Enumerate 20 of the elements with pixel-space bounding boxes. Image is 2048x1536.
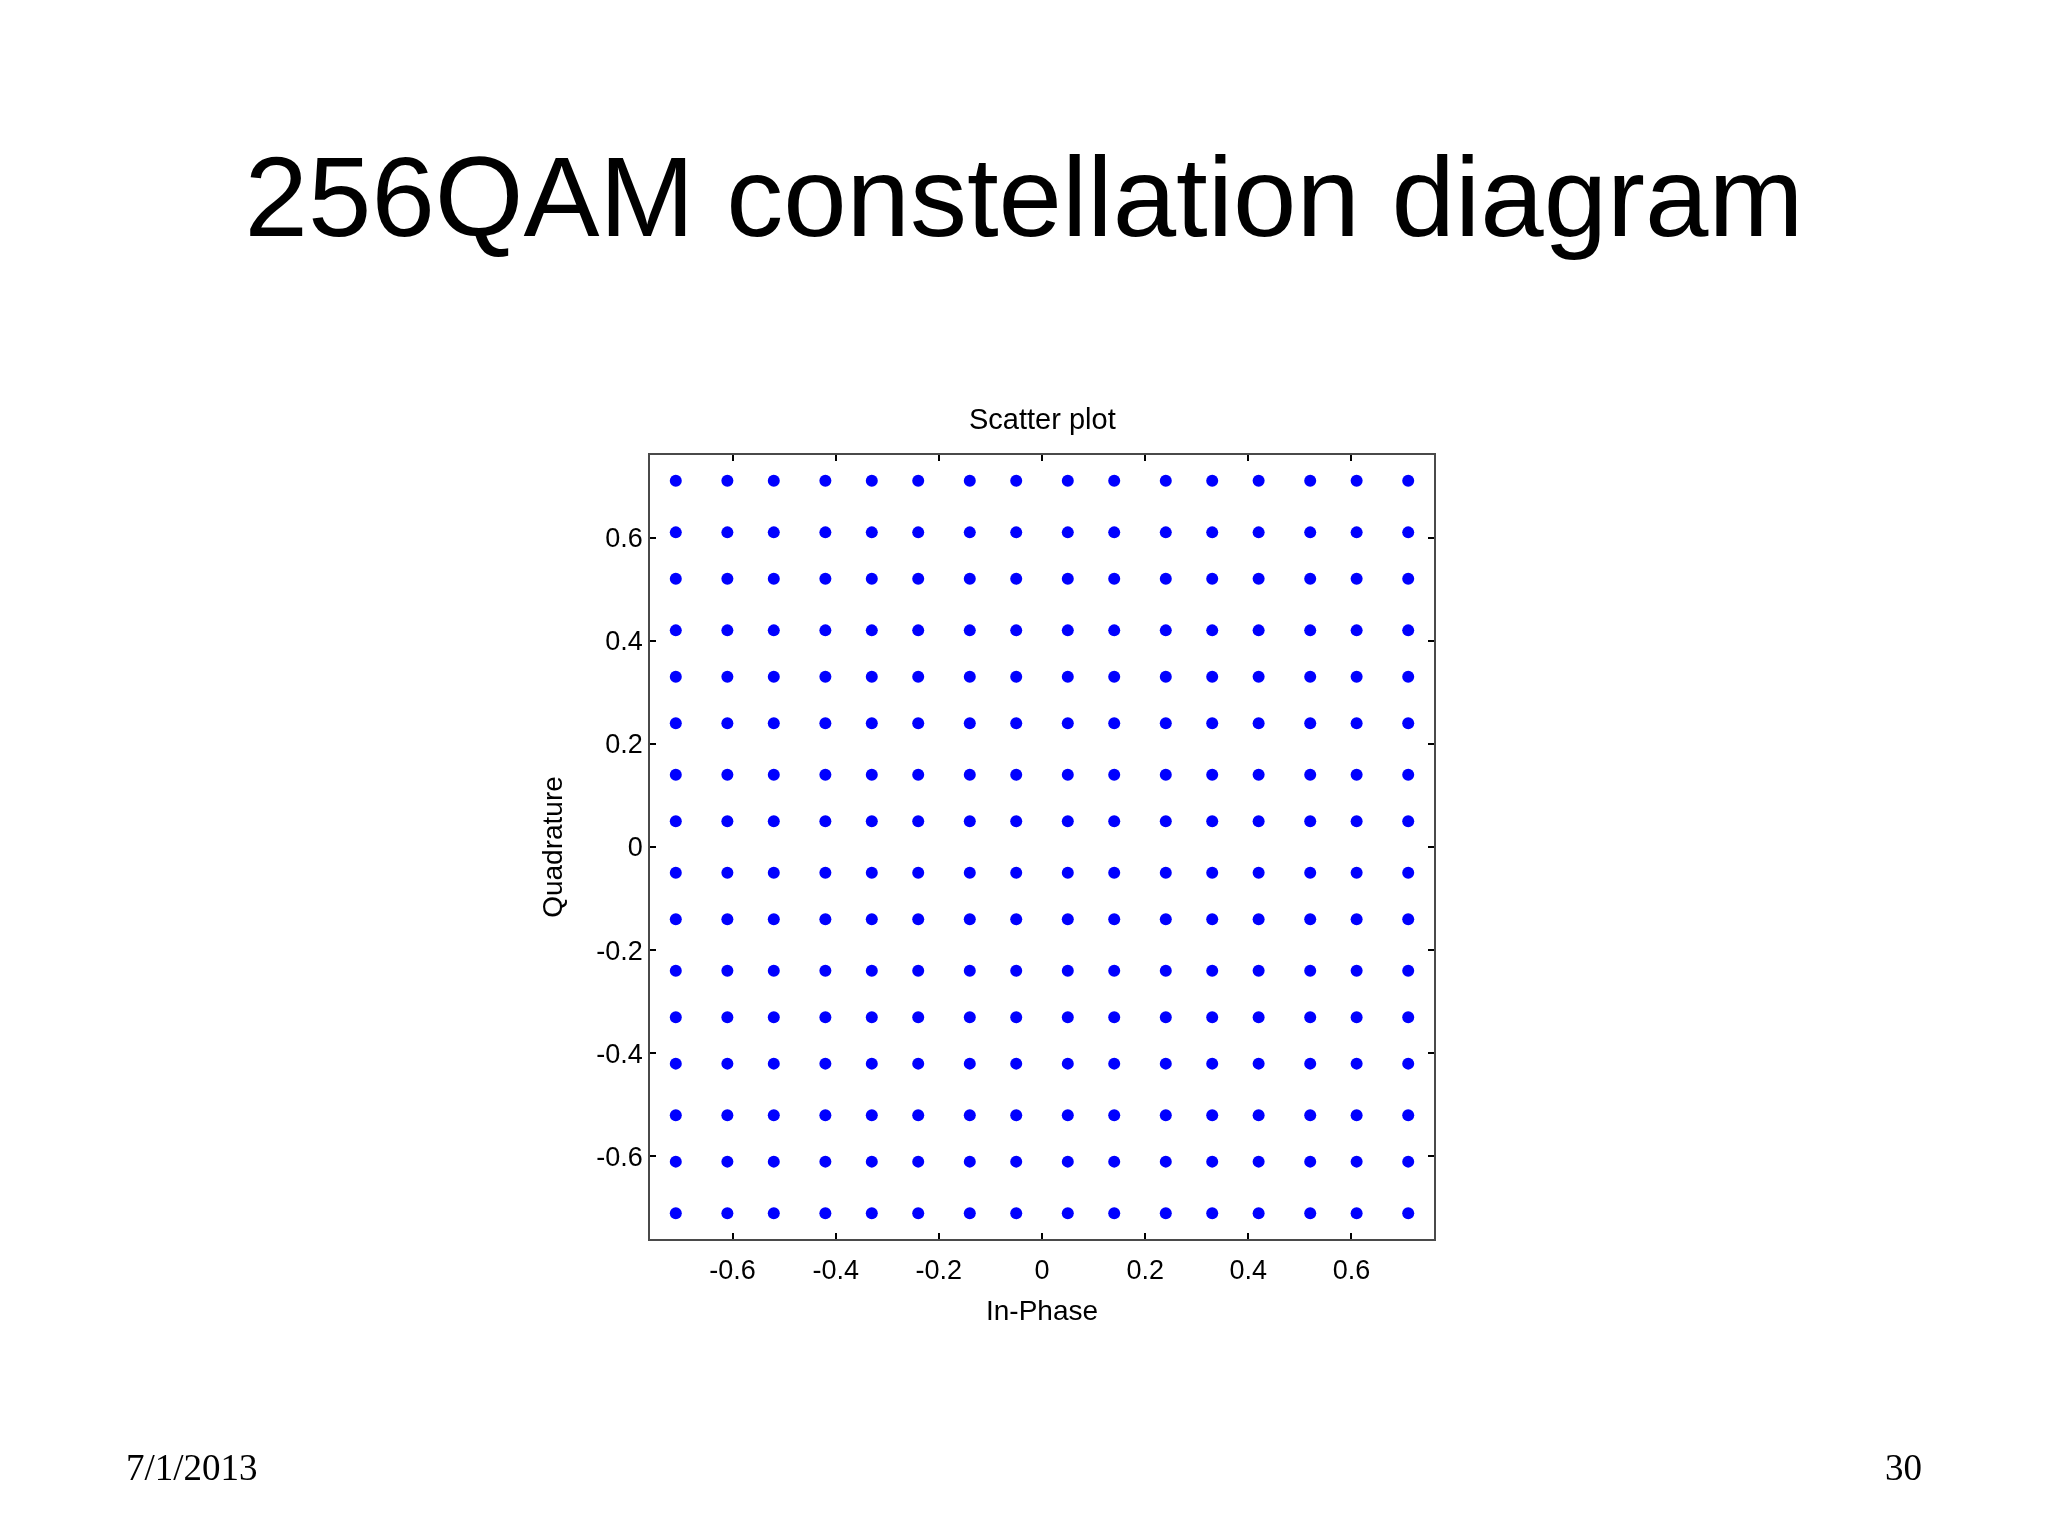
x-tick-label: 0	[1034, 1255, 1050, 1286]
chart-subtitle: Scatter plot	[969, 403, 1116, 435]
text: 30	[1885, 1447, 1922, 1488]
y-axis-title: Quadrature	[536, 776, 568, 918]
y-tick-label: 0.6	[605, 522, 643, 553]
x-tick-label: 0.4	[1229, 1255, 1268, 1286]
y-tick-label: -0.6	[596, 1141, 643, 1172]
y-tick-label: 0	[627, 832, 643, 863]
x-tick-label: -0.2	[915, 1255, 963, 1286]
y-tick-label: 0.4	[605, 626, 643, 657]
x-tick-label: 0.6	[1332, 1255, 1371, 1286]
y-tick-label: -0.4	[596, 1038, 643, 1069]
x-tick-label: -0.6	[709, 1255, 756, 1286]
x-tick-label: -0.4	[812, 1255, 859, 1286]
y-tick-label: 0.2	[605, 729, 643, 760]
x-tick-label: 0.2	[1126, 1255, 1164, 1286]
y-tick-label: -0.2	[596, 935, 643, 966]
text: 7/1/2013	[126, 1447, 258, 1488]
chart-title: 256QAM constellation diagram	[244, 132, 1804, 260]
x-axis-title: In-Phase	[985, 1294, 1099, 1326]
